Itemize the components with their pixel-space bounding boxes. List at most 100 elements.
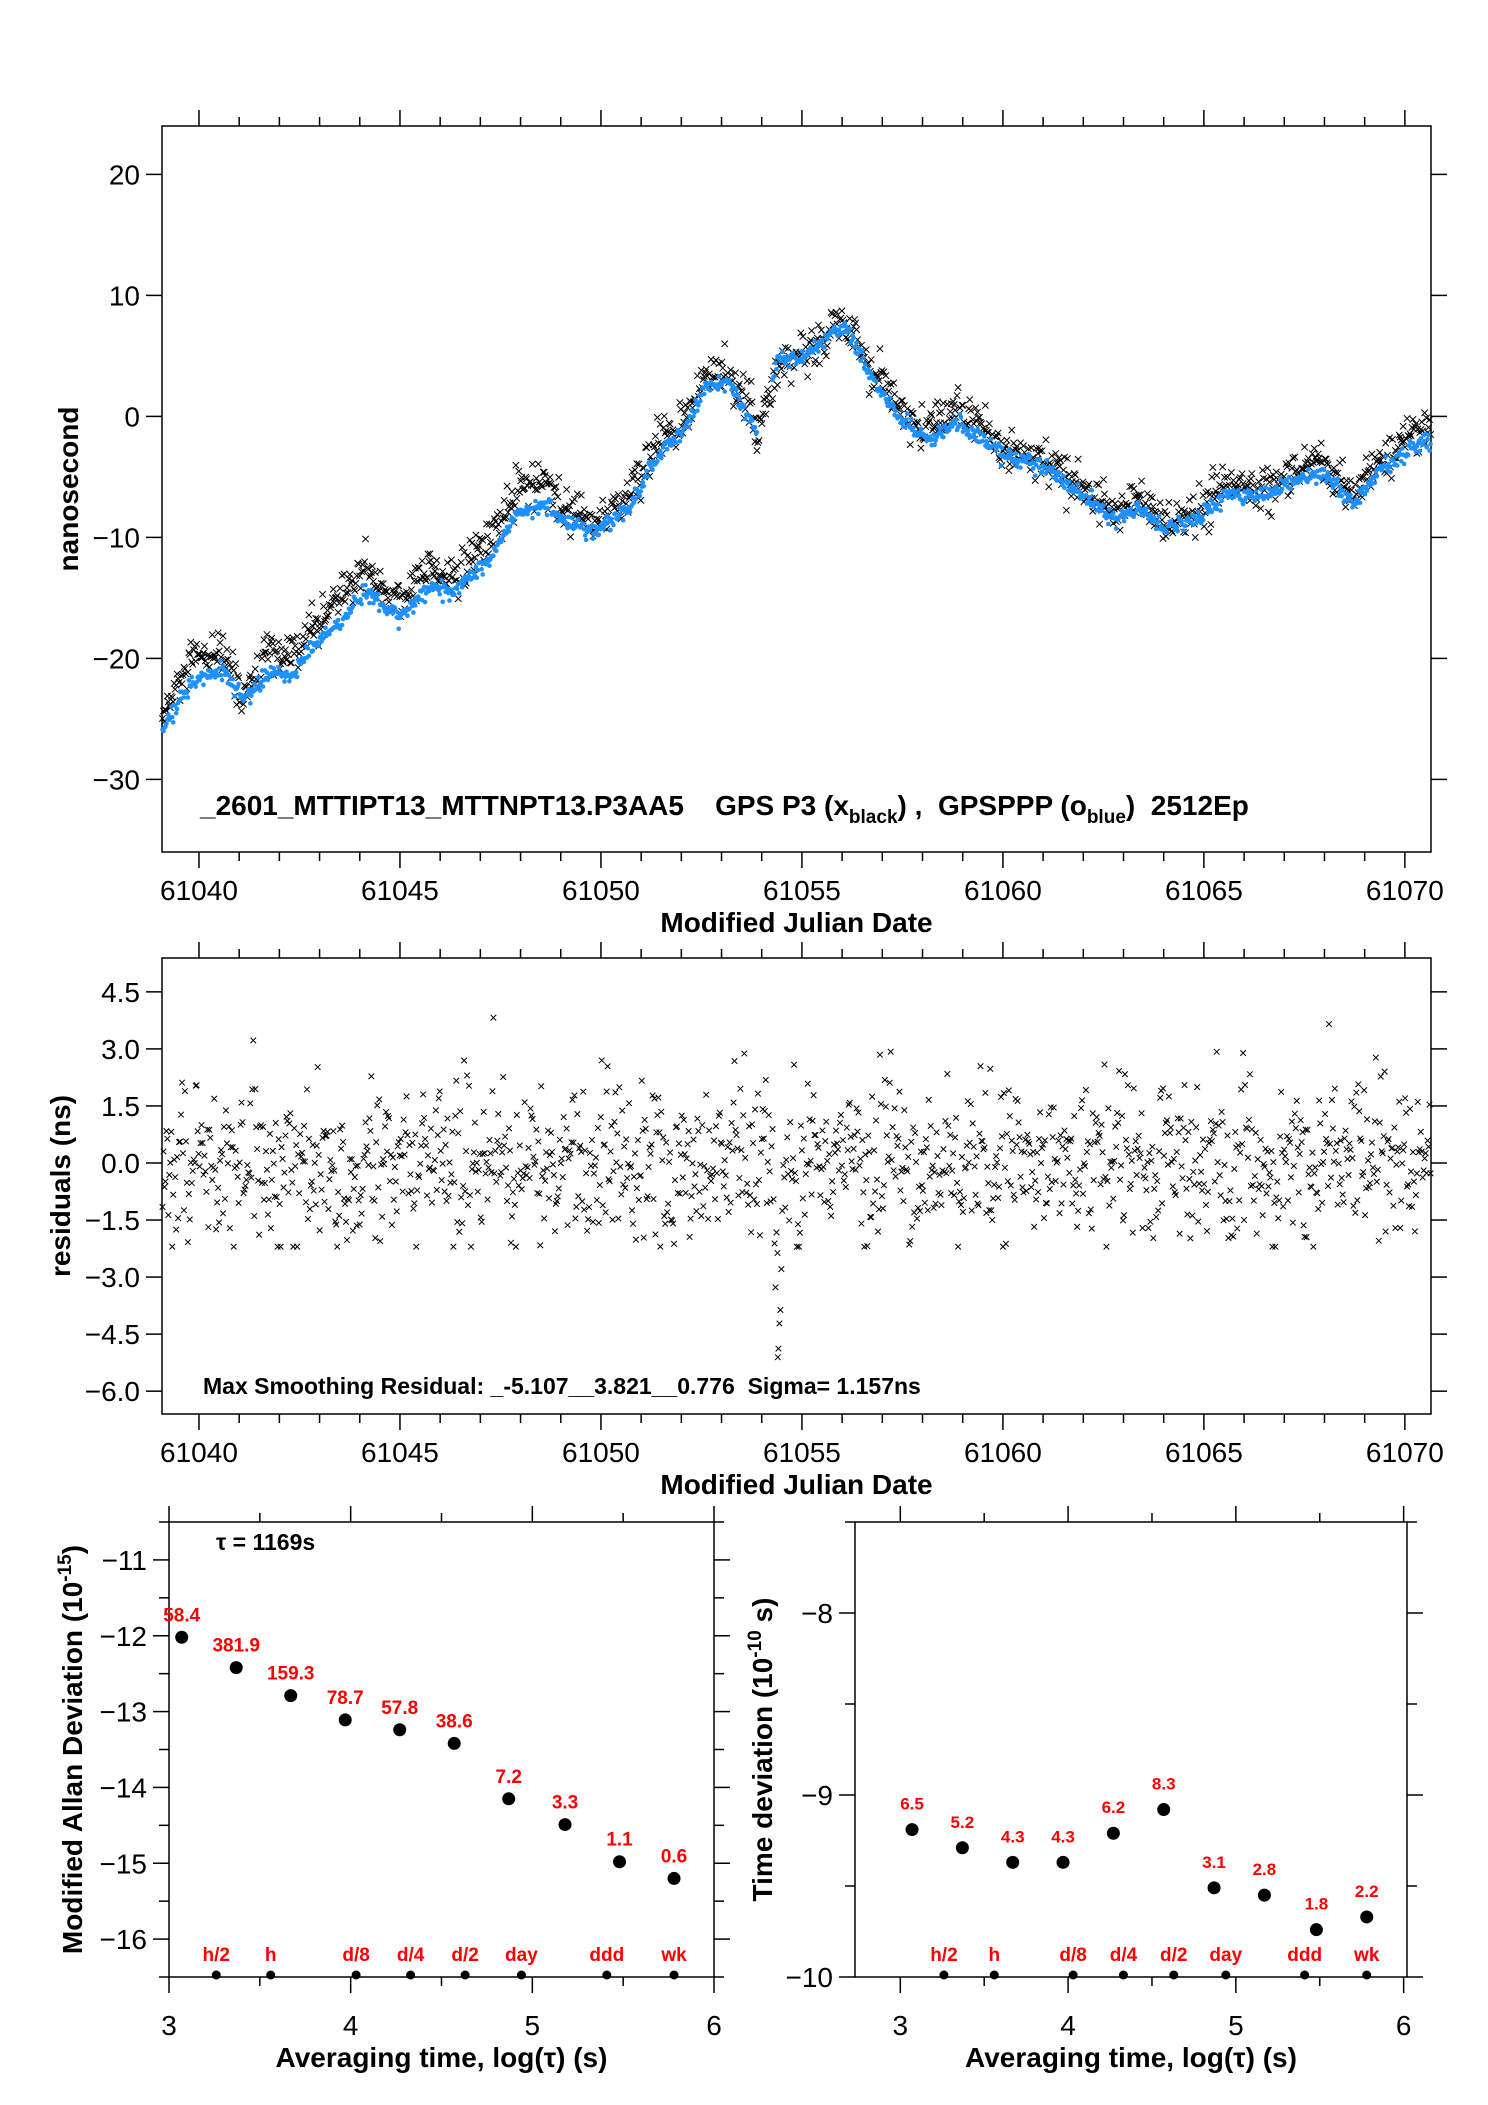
y-title-part: ) — [57, 1545, 88, 1554]
data-point-blue — [1418, 436, 1424, 441]
residual-point — [1039, 1141, 1047, 1148]
residual-point — [732, 1126, 739, 1134]
residual-point — [316, 1227, 323, 1234]
data-point-blue — [812, 338, 817, 344]
residual-point — [984, 1163, 991, 1170]
residual-point — [1200, 1180, 1208, 1188]
residual-point — [1062, 1146, 1069, 1153]
data-point-blue — [217, 658, 223, 663]
residual-point — [202, 1168, 209, 1175]
data-point-black — [1234, 481, 1242, 489]
data-point-blue — [530, 515, 535, 521]
residual-point — [1049, 1133, 1056, 1141]
data-point-blue — [1240, 501, 1246, 507]
residual-point — [1375, 1237, 1382, 1244]
data-point-black — [532, 474, 540, 482]
residual-point — [1275, 1215, 1282, 1222]
data-point-black — [994, 429, 1002, 437]
data-point-black — [454, 595, 462, 603]
residual-point — [622, 1184, 629, 1191]
residual-point — [1289, 1219, 1297, 1226]
x-tick-label: 61045 — [361, 1437, 439, 1468]
residual-point — [1325, 1020, 1333, 1028]
data-point-blue — [596, 532, 602, 538]
residual-point — [324, 1128, 331, 1135]
data-point-black — [197, 654, 205, 662]
residual-point — [1326, 1140, 1334, 1147]
residual-point-min — [774, 1354, 781, 1361]
residual-point — [393, 1208, 400, 1215]
data-point-black — [623, 479, 631, 487]
data-point-blue — [1308, 476, 1313, 481]
residual-point — [251, 1212, 258, 1220]
data-point-blue — [270, 673, 276, 679]
data-point-black — [230, 666, 238, 674]
residual-point — [1229, 1215, 1236, 1222]
residual-point — [551, 1227, 559, 1235]
data-point-black — [842, 333, 850, 342]
point-label: 2.2 — [1355, 1882, 1379, 1901]
residual-point — [786, 1217, 793, 1224]
residual-point — [547, 1129, 555, 1136]
data-point-blue — [1099, 507, 1104, 512]
data-point-black — [1362, 454, 1370, 462]
residual-point — [650, 1195, 657, 1203]
data-point-black — [747, 377, 755, 386]
residual-point — [1114, 1109, 1121, 1117]
data-point-black — [1267, 512, 1275, 521]
data-point-blue — [1110, 510, 1116, 516]
residual-point — [637, 1172, 644, 1179]
data-point-black — [758, 419, 766, 428]
residual-point — [592, 1154, 600, 1161]
data-point-blue — [232, 693, 238, 699]
data-point-black — [566, 533, 575, 541]
data-point-black — [702, 365, 710, 373]
residual-point — [226, 1225, 233, 1232]
data-point-blue — [220, 663, 226, 669]
residual-point — [692, 1171, 699, 1178]
residual-point — [718, 1140, 725, 1147]
residual-point — [789, 1154, 797, 1162]
data-point-black — [246, 671, 254, 679]
residual-point — [1006, 1112, 1013, 1120]
residual-point — [1184, 1211, 1191, 1218]
data-point-blue — [499, 537, 505, 542]
residual-point — [1227, 1187, 1234, 1194]
data-point-blue — [1208, 497, 1214, 503]
residual-point — [281, 1169, 288, 1176]
residual-point — [1203, 1227, 1211, 1235]
residual-point — [170, 1191, 177, 1198]
residual-point — [524, 1164, 531, 1171]
residual-point — [1153, 1213, 1160, 1221]
residual-point — [1077, 1104, 1085, 1112]
data-point-blue — [224, 669, 230, 674]
residual-point — [184, 1239, 192, 1246]
data-point-blue — [507, 524, 513, 529]
residual-point — [827, 1212, 835, 1220]
residual-point — [1397, 1224, 1404, 1232]
residual-point — [652, 1231, 659, 1238]
data-point-black — [216, 639, 224, 647]
residual-point — [1292, 1125, 1299, 1132]
data-point-blue — [696, 403, 701, 408]
residual-point — [1058, 1200, 1065, 1207]
data-point-black — [364, 565, 373, 573]
data-point-black — [882, 372, 890, 380]
residual-point — [1065, 1137, 1072, 1144]
residual-point — [1377, 1073, 1384, 1080]
data-point-blue — [658, 448, 663, 454]
residual-point — [300, 1122, 308, 1130]
residual-point — [1154, 1177, 1161, 1185]
residual-point — [443, 1197, 450, 1205]
data-point-blue — [193, 684, 198, 689]
data-point-blue — [716, 374, 722, 379]
data-point-black — [468, 539, 476, 547]
residual-point — [1030, 1148, 1037, 1156]
data-point-black — [224, 655, 232, 663]
residual-point — [886, 1079, 893, 1086]
data-point-blue — [772, 373, 777, 379]
residual-point — [1036, 1109, 1044, 1116]
residual-point — [1361, 1211, 1369, 1219]
residual-point — [280, 1184, 287, 1191]
